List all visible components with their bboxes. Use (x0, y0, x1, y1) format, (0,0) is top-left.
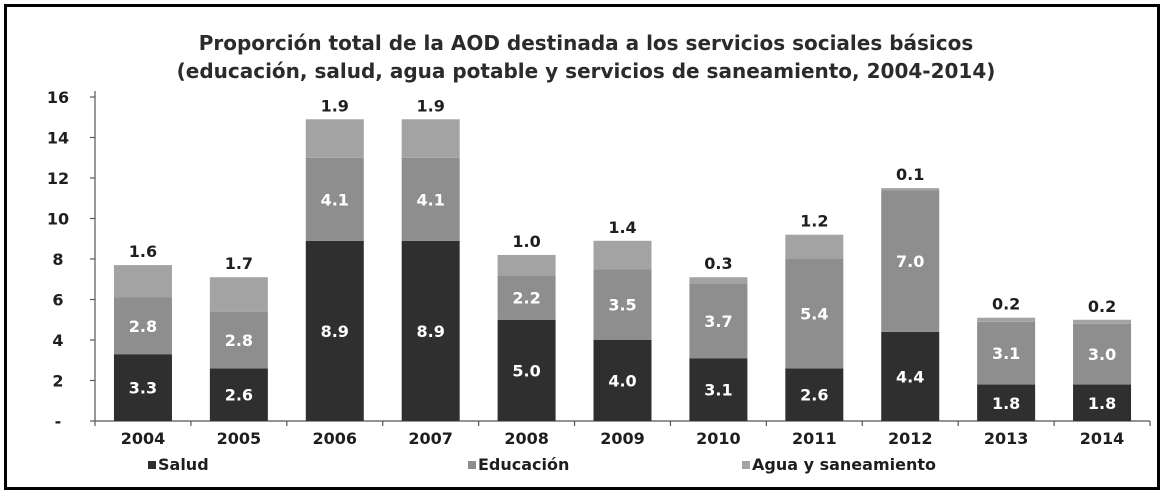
chart-title-line-2: (educación, salud, agua potable y servic… (177, 59, 996, 83)
data-label-top: 1.9 (321, 96, 349, 115)
data-label-top: 0.2 (992, 295, 1020, 314)
x-category-label: 2005 (217, 429, 262, 448)
data-label: 3.1 (992, 344, 1020, 363)
x-category-label: 2011 (792, 429, 837, 448)
bar-segment-salud (113, 354, 172, 421)
x-category-label: 2004 (121, 429, 166, 448)
bar-segment-educación (1073, 323, 1132, 385)
bar-segment-agua-y-saneamiento (113, 265, 172, 298)
data-label: 2.6 (800, 386, 828, 405)
y-tick-label: 16 (47, 88, 69, 107)
y-tick-label: 4 (52, 331, 63, 350)
bar-segment-salud (689, 358, 748, 421)
x-category-label: 2013 (984, 429, 1029, 448)
data-label-top: 1.2 (800, 212, 828, 231)
y-tick-label: 10 (47, 210, 69, 229)
legend-swatch (148, 461, 156, 469)
data-label: 2.8 (225, 331, 253, 350)
y-tick-label: - (55, 412, 62, 431)
bar-segment-agua-y-saneamiento (593, 240, 652, 270)
x-category-label: 2008 (504, 429, 549, 448)
data-label: 1.8 (992, 394, 1020, 413)
legend-label: Educación (478, 455, 569, 474)
y-tick-label: 2 (52, 372, 63, 391)
bar-segment-educación (305, 157, 364, 241)
x-category-label: 2007 (408, 429, 453, 448)
data-label: 8.9 (321, 322, 349, 341)
bar-segment-agua-y-saneamiento (1073, 319, 1132, 324)
bar-segment-agua-y-saneamiento (497, 254, 556, 276)
x-category-label: 2009 (600, 429, 645, 448)
data-label-top: 0.3 (704, 254, 732, 273)
bar-segment-educación (977, 321, 1036, 385)
bar-segment-agua-y-saneamiento (305, 119, 364, 158)
data-label: 3.0 (1088, 345, 1116, 364)
data-label: 8.9 (417, 322, 445, 341)
bar-segment-educación (689, 283, 748, 359)
data-label: 2.2 (512, 288, 540, 307)
legend-label: Agua y saneamiento (752, 455, 936, 474)
data-label: 3.3 (129, 379, 157, 398)
x-category-label: 2006 (313, 429, 358, 448)
x-category-label: 2014 (1080, 429, 1125, 448)
bar-segment-salud (593, 340, 652, 421)
data-label-top: 1.6 (129, 242, 157, 261)
legend-swatch (468, 461, 476, 469)
data-label: 2.8 (129, 317, 157, 336)
data-label: 5.0 (512, 361, 540, 380)
data-label-top: 1.7 (225, 254, 253, 273)
data-label: 4.1 (321, 190, 349, 209)
data-label: 3.1 (704, 381, 732, 400)
data-label-top: 1.4 (608, 218, 636, 237)
bar-segment-agua-y-saneamiento (785, 234, 844, 259)
bar-segment-educación (785, 259, 844, 369)
data-label-top: 1.9 (417, 96, 445, 115)
data-label: 4.4 (896, 367, 924, 386)
chart-frame (4, 4, 1160, 490)
axes: - 2 4 6 8 10 12 14 16 (47, 88, 1151, 431)
bar-segment-educación (401, 157, 460, 241)
data-label: 7.0 (896, 252, 924, 271)
data-label: 5.4 (800, 305, 828, 324)
data-label: 2.6 (225, 386, 253, 405)
legend-label: Salud (158, 455, 209, 474)
data-label: 1.8 (1088, 394, 1116, 413)
bar-segment-agua-y-saneamiento (689, 277, 748, 284)
y-tick-label: 6 (52, 291, 63, 310)
bar-segment-agua-y-saneamiento (209, 277, 268, 312)
data-label: 3.7 (704, 312, 732, 331)
bar-segment-educación (593, 269, 652, 340)
bar-segment-educación (113, 297, 172, 355)
data-label-top: 0.1 (896, 165, 924, 184)
data-label-top: 1.0 (512, 232, 540, 251)
bar-segment-salud (401, 240, 460, 421)
chart-title-line-1: Proporción total de la AOD destinada a l… (199, 31, 974, 55)
bar-segment-educación (497, 275, 556, 320)
x-category-label: 2012 (888, 429, 933, 448)
y-tick-label: 14 (47, 129, 69, 148)
bar-segment-salud (881, 331, 940, 421)
bars: 3.3 2.8 1.6 2004 2.6 2.8 1.7 2005 8.9 4.1 1.9 2006 8… (113, 96, 1132, 448)
bar-segment-agua-y-saneamiento (977, 317, 1036, 322)
bar-segment-educación (881, 190, 940, 332)
bar-segment-salud (209, 368, 268, 421)
bar-segment-salud (785, 368, 844, 421)
bar-segment-agua-y-saneamiento (401, 119, 460, 158)
bar-segment-agua-y-saneamiento (881, 188, 940, 191)
bar-segment-salud (305, 240, 364, 421)
legend: Salud Educación Agua y saneamiento (148, 455, 936, 474)
bar-segment-salud (1073, 384, 1132, 421)
data-label: 4.0 (608, 372, 636, 391)
legend-swatch (742, 461, 750, 469)
y-tick-label: 8 (52, 250, 63, 269)
data-label: 4.1 (417, 190, 445, 209)
data-label: 3.5 (608, 296, 636, 315)
bar-segment-salud (497, 319, 556, 421)
bar-segment-salud (977, 384, 1036, 421)
x-category-label: 2010 (696, 429, 741, 448)
bar-segment-educación (209, 311, 268, 369)
data-label-top: 0.2 (1088, 297, 1116, 316)
y-tick-label: 12 (47, 169, 69, 188)
